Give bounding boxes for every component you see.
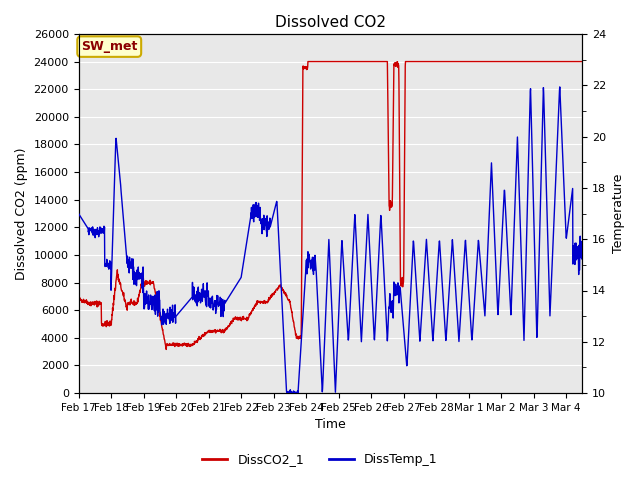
Title: Dissolved CO2: Dissolved CO2 xyxy=(275,15,386,30)
Y-axis label: Dissolved CO2 (ppm): Dissolved CO2 (ppm) xyxy=(15,147,28,280)
X-axis label: Time: Time xyxy=(315,419,346,432)
Legend: DissCO2_1, DissTemp_1: DissCO2_1, DissTemp_1 xyxy=(197,448,443,471)
Text: SW_met: SW_met xyxy=(81,40,138,53)
Y-axis label: Temperature: Temperature xyxy=(612,174,625,253)
